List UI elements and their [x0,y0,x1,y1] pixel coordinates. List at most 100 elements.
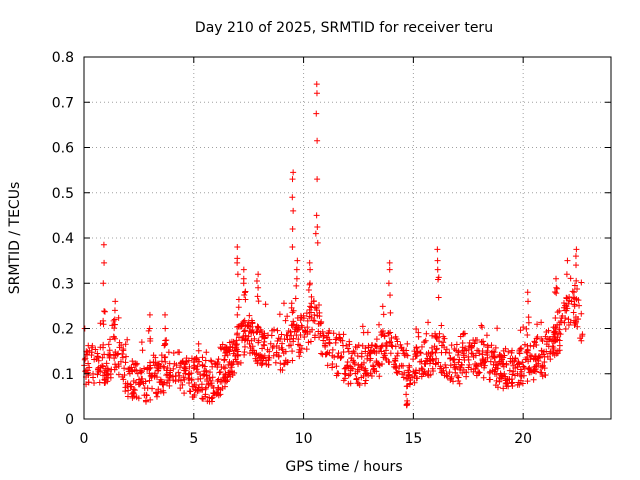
data-point [494,384,501,391]
data-point [493,377,500,384]
data-point [255,339,262,346]
data-point [241,351,248,358]
data-point [524,378,531,385]
data-point [234,311,241,318]
data-point [146,311,153,318]
data-point [539,363,546,370]
y-tick-label: 0.6 [52,141,74,157]
data-point [189,394,196,401]
data-point [303,310,310,317]
data-point [240,275,247,282]
data-point [455,359,462,366]
y-tick-label: 0.3 [52,276,74,292]
data-point [191,362,198,369]
data-point [501,352,508,359]
data-point [352,343,359,350]
data-point [149,372,156,379]
data-point [195,347,202,354]
data-point [339,337,346,344]
data-point [562,325,569,332]
data-point [290,321,297,328]
data-point [122,341,129,348]
data-point [393,335,400,342]
data-point [160,381,167,388]
data-point [241,292,248,299]
data-point [175,369,182,376]
data-point [221,356,228,363]
data-point [490,361,497,368]
data-point [182,361,189,368]
data-point [530,343,537,350]
data-point [493,371,500,378]
data-point [111,321,118,328]
data-point [122,359,129,366]
data-point [265,357,272,364]
data-point [94,350,101,357]
data-point [442,361,449,368]
data-point [242,332,249,339]
data-point [560,300,567,307]
data-point [378,361,385,368]
data-point [199,395,206,402]
data-point [320,333,327,340]
data-point [257,353,264,360]
data-point [551,331,558,338]
data-point [393,369,400,376]
data-point [293,322,300,329]
data-point [435,294,442,301]
data-point [138,339,145,346]
data-point [417,350,424,357]
data-point [362,377,369,384]
data-point [497,360,504,367]
y-tick-label: 0.2 [52,322,74,338]
data-point [276,311,283,318]
data-point [461,330,468,337]
data-point [313,305,320,312]
data-point [216,369,223,376]
data-point [559,312,566,319]
data-point [554,309,561,316]
data-point [433,333,440,340]
data-point [125,387,132,394]
data-point [85,379,92,386]
data-point [319,328,326,335]
data-point [222,365,229,372]
data-point [345,372,352,379]
data-point [524,289,531,296]
data-point [235,361,242,368]
data-point [564,257,571,264]
data-point [418,358,425,365]
data-point [195,358,202,365]
data-point [116,339,123,346]
data-point [403,391,410,398]
data-point [433,355,440,362]
data-point [526,365,533,372]
data-point [324,362,331,369]
data-point [214,390,221,397]
data-point [429,349,436,356]
data-point [234,244,241,251]
data-point [107,336,114,343]
data-point [302,327,309,334]
data-point [99,354,106,361]
data-point [438,342,445,349]
data-point [387,339,394,346]
data-point [306,259,313,266]
data-point [234,271,241,278]
data-point [510,368,517,375]
data-point [325,330,332,337]
data-point [406,362,413,369]
data-point [514,381,521,388]
data-point [473,362,480,369]
data-point [461,352,468,359]
data-point [289,176,296,183]
data-point [489,367,496,374]
data-point [147,396,154,403]
data-point [570,289,577,296]
data-point [119,373,126,380]
data-point [345,348,352,355]
data-point [410,356,417,363]
data-point [406,381,413,388]
data-point [130,378,137,385]
data-point [260,341,267,348]
